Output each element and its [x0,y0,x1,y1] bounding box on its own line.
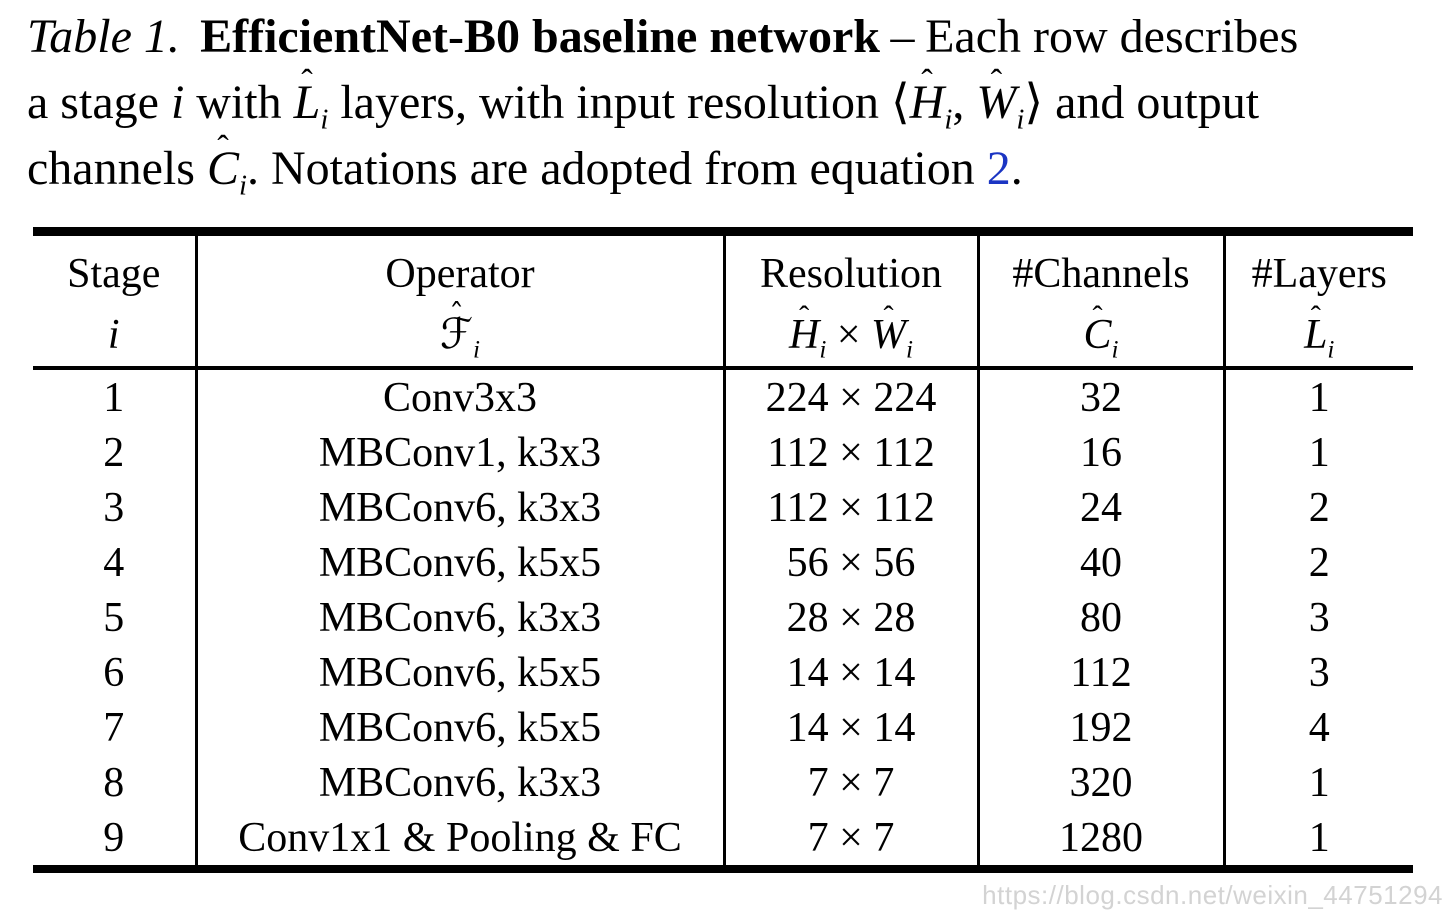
col-title: Stage [67,251,161,297]
col-header-channels: #Channels ˆ Ci [976,231,1224,370]
stage-cell: 4 [103,539,125,586]
math-i: i [107,312,120,358]
stage-cell: 3 [103,484,125,531]
layers-cell: 3 [1222,645,1413,700]
operator-cell: MBConv1, k3x3 [194,425,724,480]
resolution-cell: 14 × 14 [722,700,978,755]
caption-text: layers, with input resolution [328,76,891,129]
resolution-cell: 56 × 56 [722,535,978,590]
resolution-cell: 112 × 112 [722,425,978,480]
stage-cell: 7 [103,704,125,751]
watermark-url: https://blog.csdn.net/weixin_44751294 [982,880,1443,911]
col-header-resolution: Resolution ˆ Hi × ˆ Wi [722,231,978,370]
layers-cell: 2 [1222,480,1413,535]
layers-cell: 4 [1222,700,1413,755]
operator-cell: MBConv6, k5x5 [194,645,724,700]
caption-line-3: channels ˆ Ci. Notations are adopted from… [27,129,1023,202]
math-i: i [170,76,185,129]
caption-text: and output [1043,76,1260,129]
channels-cell: 40 [976,535,1224,590]
layers-cell: 2 [1222,535,1413,590]
col-title: Operator [385,251,535,297]
math-resolution-tuple: ⟨ ˆ Hi, ˆ Wi⟩ [890,63,1044,136]
caption-line-1: Table 1. EfficientNet-B0 baseline network… [27,10,1298,63]
col-title: #Channels [1012,251,1190,297]
channels-cell: 16 [976,425,1224,480]
table-row: 9 Conv1x1 & Pooling & FC 7 × 7 1280 1 [33,810,1413,869]
col-header-stage: Stage i [33,231,196,370]
operator-cell: Conv3x3 [194,368,724,425]
table-row: 8 MBConv6, k3x3 7 × 7 320 1 [33,755,1413,810]
operator-cell: MBConv6, k3x3 [194,590,724,645]
table-row: 4 MBConv6, k5x5 56 × 56 40 2 [33,535,1413,590]
math-L-hat-i: ˆ Li [293,63,329,136]
resolution-cell: 224 × 224 [722,368,978,425]
table-row: 7 MBConv6, k5x5 14 × 14 192 4 [33,700,1413,755]
resolution-cell: 14 × 14 [722,645,978,700]
caption-text: a stage [27,76,171,129]
caption-text: . [1010,142,1023,195]
caption-text: . Notations are adopted from equation [246,142,987,195]
resolution-cell: 7 × 7 [722,755,978,810]
caption-text: with [184,76,294,129]
stage-cell: 5 [103,594,125,641]
channels-cell: 192 [976,700,1224,755]
channels-cell: 80 [976,590,1224,645]
caption-text: Each row describes [925,10,1299,63]
channels-cell: 112 [976,645,1224,700]
col-header-operator: Operator ˆ ℱi [194,231,724,370]
resolution-cell: 112 × 112 [722,480,978,535]
caption-title: EfficientNet-B0 baseline network [200,10,880,63]
channels-cell: 24 [976,480,1224,535]
table-row: 3 MBConv6, k3x3 112 × 112 24 2 [33,480,1413,535]
resolution-cell: 7 × 7 [722,810,978,869]
layers-cell: 1 [1222,810,1413,869]
col-title: #Layers [1251,251,1387,297]
math-C-hat-i: ˆ Ci [1083,299,1119,364]
stage-cell: 6 [103,649,125,696]
operator-cell: MBConv6, k5x5 [194,535,724,590]
math-H-times-W: ˆ Hi × ˆ Wi [788,299,914,364]
table-caption: Table 1. EfficientNet-B0 baseline network… [27,4,1427,202]
table-row: 2 MBConv1, k3x3 112 × 112 16 1 [33,425,1413,480]
caption-text: channels [27,142,207,195]
math-L-hat-i: ˆ Li [1304,299,1335,364]
math-F-hat-i: ˆ ℱi [439,297,481,364]
caption-dash: – [890,10,915,63]
col-title: Resolution [759,251,942,297]
operator-cell: MBConv6, k3x3 [194,480,724,535]
layers-cell: 3 [1222,590,1413,645]
equation-2-link[interactable]: 2 [986,142,1011,195]
table-body: 1 Conv3x3 224 × 224 32 1 2 MBConv1, k3x3… [33,368,1413,869]
math-C-hat-i: ˆ Ci [206,129,247,202]
layers-cell: 1 [1222,368,1413,425]
stage-cell: 1 [103,374,125,421]
channels-cell: 32 [976,368,1224,425]
operator-cell: Conv1x1 & Pooling & FC [194,810,724,869]
table-row: 5 MBConv6, k3x3 28 × 28 80 3 [33,590,1413,645]
resolution-cell: 28 × 28 [722,590,978,645]
stage-cell: 9 [103,814,125,861]
stage-cell: 8 [103,759,125,806]
table-row: 6 MBConv6, k5x5 14 × 14 112 3 [33,645,1413,700]
channels-cell: 320 [976,755,1224,810]
operator-cell: MBConv6, k5x5 [194,700,724,755]
channels-cell: 1280 [976,810,1224,869]
table-row: 1 Conv3x3 224 × 224 32 1 [33,368,1413,425]
layers-cell: 1 [1222,425,1413,480]
stage-cell: 2 [103,429,125,476]
operator-cell: MBConv6, k3x3 [194,755,724,810]
caption-line-2: a stage i with ˆ Li layers, with input re… [27,63,1260,136]
layers-cell: 1 [1222,755,1413,810]
caption-label: Table 1. [27,10,180,63]
col-header-layers: #Layers ˆ Li [1222,231,1413,370]
